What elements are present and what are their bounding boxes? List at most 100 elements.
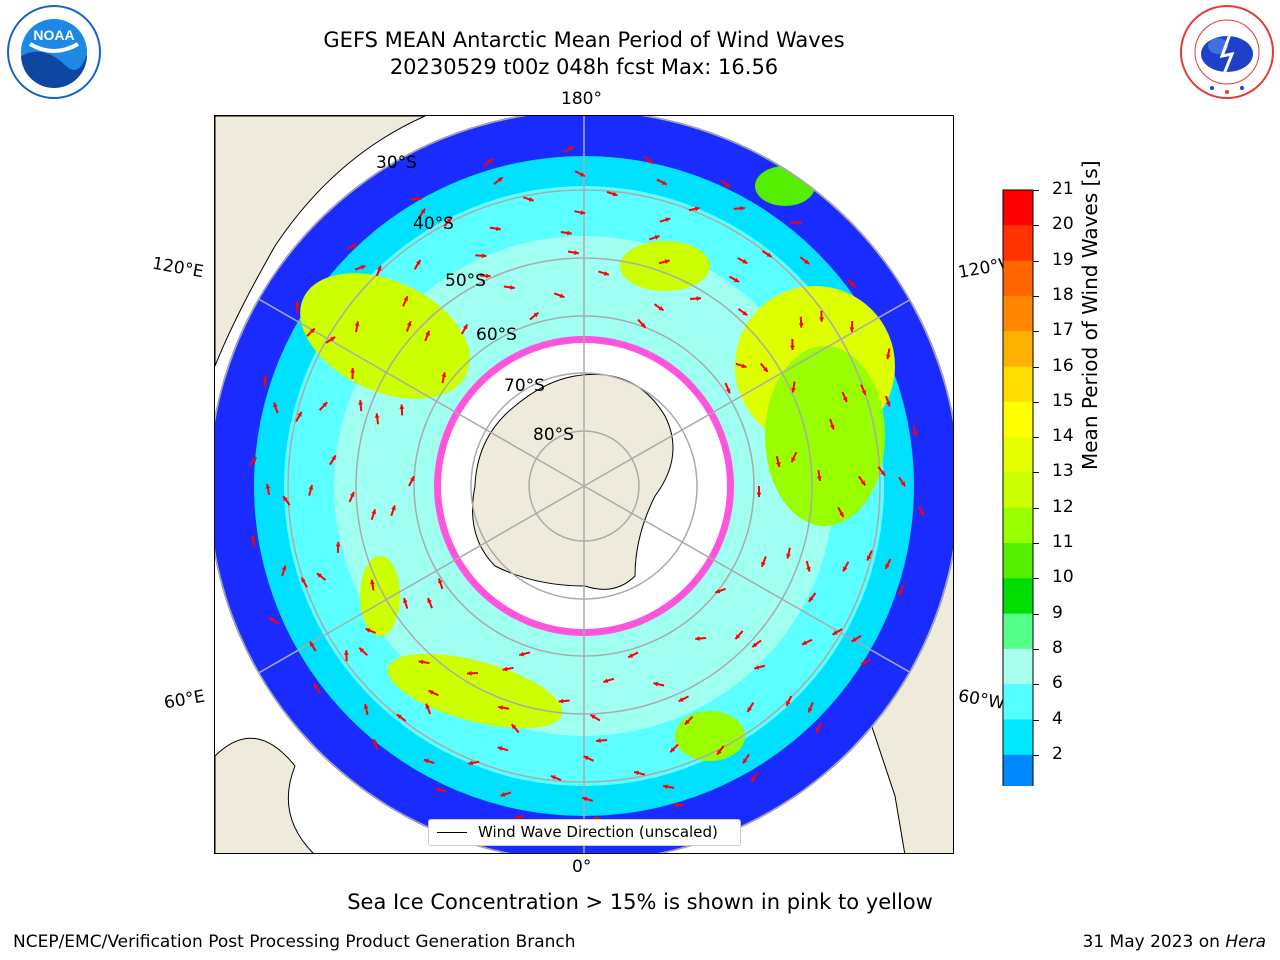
wave-arrow-head — [900, 481, 906, 487]
wave-arrow-head — [511, 724, 517, 730]
wave-arrow-head — [694, 206, 700, 212]
wave-arrow-head — [322, 402, 328, 408]
wave-arrow-head — [752, 642, 758, 648]
wave-arrow-head — [403, 296, 408, 302]
wave-arrow-head — [363, 704, 369, 709]
colorbar-cell — [1003, 190, 1033, 226]
wave-arrow-head — [359, 647, 365, 653]
colorbar-tick-mark — [1033, 543, 1039, 544]
colorbar-tick-mark — [1033, 684, 1039, 686]
wave-arrow-head — [880, 470, 886, 476]
colorbar-cell — [1003, 260, 1033, 297]
colorbar-tick-label: 15 — [1052, 390, 1074, 411]
credit-text: NCEP/EMC/Verification Post Processing Pr… — [13, 932, 576, 952]
wave-arrow-head — [790, 345, 795, 351]
colorbar-tick-label: 11 — [1052, 532, 1074, 552]
wave-arrow-head — [670, 747, 676, 753]
wave-arrow-head — [741, 363, 747, 369]
wave-arrow-head — [580, 210, 586, 215]
wave-arrow-head — [816, 727, 821, 733]
wave-arrow-head — [647, 158, 653, 164]
lon-label-0: 0° — [572, 857, 592, 877]
colorbar-tick-mark — [1033, 295, 1039, 297]
lon-label-60e: 60°E — [162, 686, 207, 714]
wave-arrow-head — [273, 402, 278, 408]
lat-label-40s: 40°S — [413, 214, 454, 234]
colorbar-cell — [1003, 684, 1033, 720]
wave-arrow-head — [528, 197, 534, 202]
wave-arrow-head — [498, 705, 503, 710]
wave-arrow-head — [485, 273, 491, 279]
wave-arrow-head — [763, 367, 768, 372]
colorbar-cell — [1003, 437, 1033, 473]
colorbar-tick-label: 17 — [1052, 320, 1074, 341]
wave-arrow-head — [596, 738, 601, 743]
wave-arrow-head — [331, 455, 336, 461]
sea-ice-note: Sea Ice Concentration > 15% is shown in … — [347, 890, 933, 914]
colorbar-cell — [1003, 613, 1033, 650]
wave-arrow-head — [497, 177, 503, 182]
wave-arrow-head — [919, 510, 924, 516]
wave-arrow-head — [510, 285, 515, 290]
wave-arrow-head — [898, 590, 903, 596]
wave-arrow-head — [579, 172, 585, 177]
wave-arrow-head — [653, 681, 659, 687]
date-text: 31 May 2023 on — [1082, 932, 1226, 952]
wave-arrow-head — [463, 324, 468, 330]
wave-arrow-head — [427, 597, 432, 603]
wave-arrow-head — [850, 282, 856, 288]
colorbar-cell — [1003, 472, 1033, 509]
colorbar-cell — [1003, 578, 1033, 615]
wave-arrow-head — [297, 411, 302, 417]
wave-arrow-head — [640, 322, 646, 328]
colorbar-cell — [1003, 507, 1033, 544]
wave-arrow-head — [661, 180, 667, 185]
wave-arrow-head — [747, 707, 752, 713]
wave-arrow-head — [665, 217, 671, 223]
wave-arrow-head — [842, 397, 848, 403]
wave-arrow-head — [861, 660, 867, 665]
title-line-2: 20230529 t00z 048h fcst Max: 16.56 — [389, 55, 779, 79]
wave-arrow-head — [885, 563, 890, 569]
wave-arrow-head — [519, 651, 525, 657]
wave-arrow-head — [672, 802, 678, 808]
wave-arrow-head — [313, 683, 319, 689]
wave-arrow-head — [351, 243, 357, 249]
colorbar-tick-mark — [1033, 719, 1039, 721]
wave-arrow-head — [808, 596, 814, 602]
wave-arrow-head — [251, 457, 257, 463]
wave-arrow-head — [603, 271, 609, 276]
wave-arrow-head — [796, 220, 802, 226]
wave-arrow-head — [802, 640, 808, 645]
wave-arrow-head — [423, 758, 429, 764]
wave-arrow-head — [391, 505, 396, 511]
wave-arrow-head — [358, 400, 364, 405]
wave-arrow-head — [428, 690, 434, 695]
colorbar — [1002, 189, 1034, 786]
wave-arrow-head — [751, 776, 756, 782]
colorbar-tick-label: 20 — [1052, 214, 1074, 235]
colorbar-tick-mark — [1033, 754, 1039, 756]
wave-arrow-head — [786, 553, 791, 559]
wave-arrow-head — [684, 719, 690, 725]
wave-arrow-head — [791, 387, 796, 393]
ocean-field — [215, 116, 953, 853]
colorbar-tick-label: 4 — [1052, 708, 1063, 729]
map-legend: Wind Wave Direction (unscaled) — [428, 819, 741, 846]
wave-arrow-head — [350, 368, 355, 373]
colorbar-tick-label: 18 — [1052, 284, 1074, 305]
wave-arrow-head — [487, 158, 493, 164]
legend-line-icon — [437, 832, 467, 833]
colorbar-cell — [1003, 225, 1033, 262]
wave-arrow-head — [574, 250, 579, 256]
wave-arrow-head — [283, 496, 288, 502]
colorbar-tick-mark — [1033, 648, 1039, 650]
wave-arrow-head — [567, 230, 572, 236]
wave-arrow-head — [468, 760, 474, 766]
wave-arrow-head — [808, 707, 813, 713]
wave-arrow-head — [885, 401, 891, 407]
colorbar-frame — [1002, 189, 1034, 786]
lon-label-60w: 60°W — [956, 686, 1007, 714]
wave-arrow-head — [583, 755, 589, 761]
wave-arrow-head — [308, 484, 314, 490]
